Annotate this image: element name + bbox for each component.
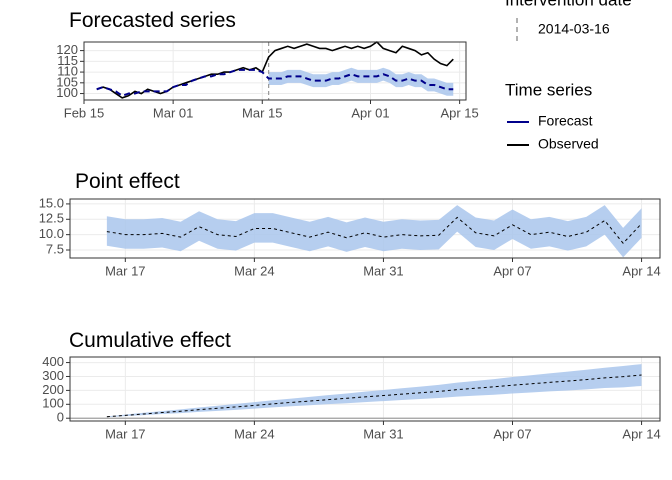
y-tick-label: 110 <box>57 64 78 79</box>
legend-label: 2014-03-16 <box>538 21 610 37</box>
legend-label: Observed <box>538 136 599 152</box>
y-tick-label: 10.0 <box>39 226 64 241</box>
y-tick-label: 12.5 <box>39 211 64 226</box>
x-tick-label: Feb 15 <box>64 105 104 120</box>
y-tick-label: 100 <box>42 396 64 411</box>
y-tick-label: 100 <box>56 85 78 100</box>
series-line <box>106 216 642 245</box>
plot-border <box>83 41 467 101</box>
plot-border <box>69 198 661 259</box>
x-tick-label: Mar 15 <box>242 105 282 120</box>
x-tick-label: Mar 01 <box>153 105 193 120</box>
legend-label: Forecast <box>538 113 593 129</box>
y-tick-label: 115 <box>57 53 78 68</box>
legend-title: Intervention date <box>505 0 632 9</box>
series-line <box>106 374 642 418</box>
y-tick-label: 400 <box>42 354 64 369</box>
x-tick-label: Mar 31 <box>363 263 403 278</box>
panel-title: Cumulative effect <box>69 329 231 352</box>
y-tick-label: 0 <box>57 410 64 425</box>
x-tick-label: Apr 07 <box>493 426 531 441</box>
confidence-band <box>106 205 642 258</box>
legend-title: Time series <box>505 80 592 99</box>
x-tick-label: Apr 07 <box>493 263 531 278</box>
y-tick-label: 105 <box>56 74 78 89</box>
series-line <box>96 68 454 97</box>
confidence-band <box>106 364 642 418</box>
x-tick-label: Apr 01 <box>351 105 389 120</box>
y-tick-label: 15.0 <box>39 195 64 210</box>
x-tick-label: Mar 17 <box>105 263 145 278</box>
x-tick-label: Apr 14 <box>622 426 660 441</box>
confidence-band <box>268 67 454 96</box>
y-tick-label: 200 <box>42 382 64 397</box>
y-tick-label: 300 <box>42 368 64 383</box>
x-tick-label: Apr 15 <box>440 105 478 120</box>
panel-title: Point effect <box>75 170 180 193</box>
x-tick-label: Apr 14 <box>622 263 660 278</box>
x-tick-label: Mar 24 <box>234 426 274 441</box>
plot-border <box>69 356 661 422</box>
y-tick-label: 7.5 <box>46 241 64 256</box>
x-tick-label: Mar 31 <box>363 426 403 441</box>
panel-title: Forecasted series <box>69 9 236 32</box>
x-tick-label: Mar 17 <box>105 426 145 441</box>
y-tick-label: 120 <box>56 42 78 57</box>
x-tick-label: Mar 24 <box>234 263 274 278</box>
